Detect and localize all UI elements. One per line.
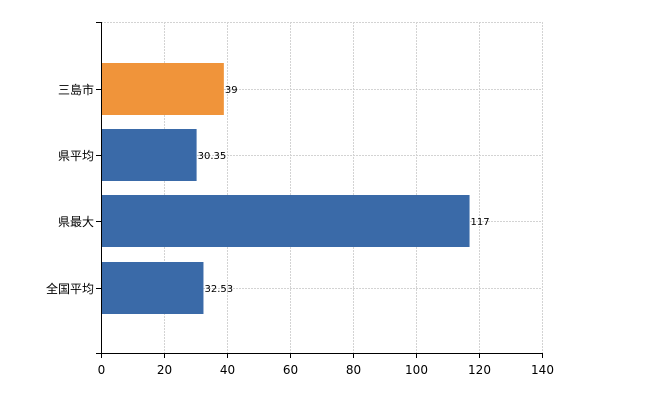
x-tick-label: 20 [157, 363, 172, 377]
category-label: 三島市 [58, 82, 94, 97]
bar-data-label: 117 [471, 217, 490, 228]
bar-data-label: 30.35 [198, 151, 227, 162]
bar [102, 195, 470, 247]
x-tick-label: 100 [405, 363, 428, 377]
category-label: 県平均 [58, 149, 94, 163]
category-label: 県最大 [58, 215, 94, 229]
x-tick-label: 60 [283, 363, 298, 377]
x-tick-label: 40 [220, 363, 235, 377]
bar [102, 63, 224, 115]
x-tick-label: 0 [98, 363, 106, 377]
bars [102, 63, 470, 314]
bar [102, 262, 204, 314]
x-tick-label: 140 [531, 363, 554, 377]
bar-data-label: 39 [225, 85, 238, 96]
axes [96, 22, 543, 358]
category-label: 全国平均 [46, 281, 94, 296]
bar-data-label: 32.53 [204, 284, 233, 295]
x-tick-label: 120 [468, 363, 491, 377]
x-tick-label: 80 [346, 363, 361, 377]
bar [102, 129, 197, 181]
